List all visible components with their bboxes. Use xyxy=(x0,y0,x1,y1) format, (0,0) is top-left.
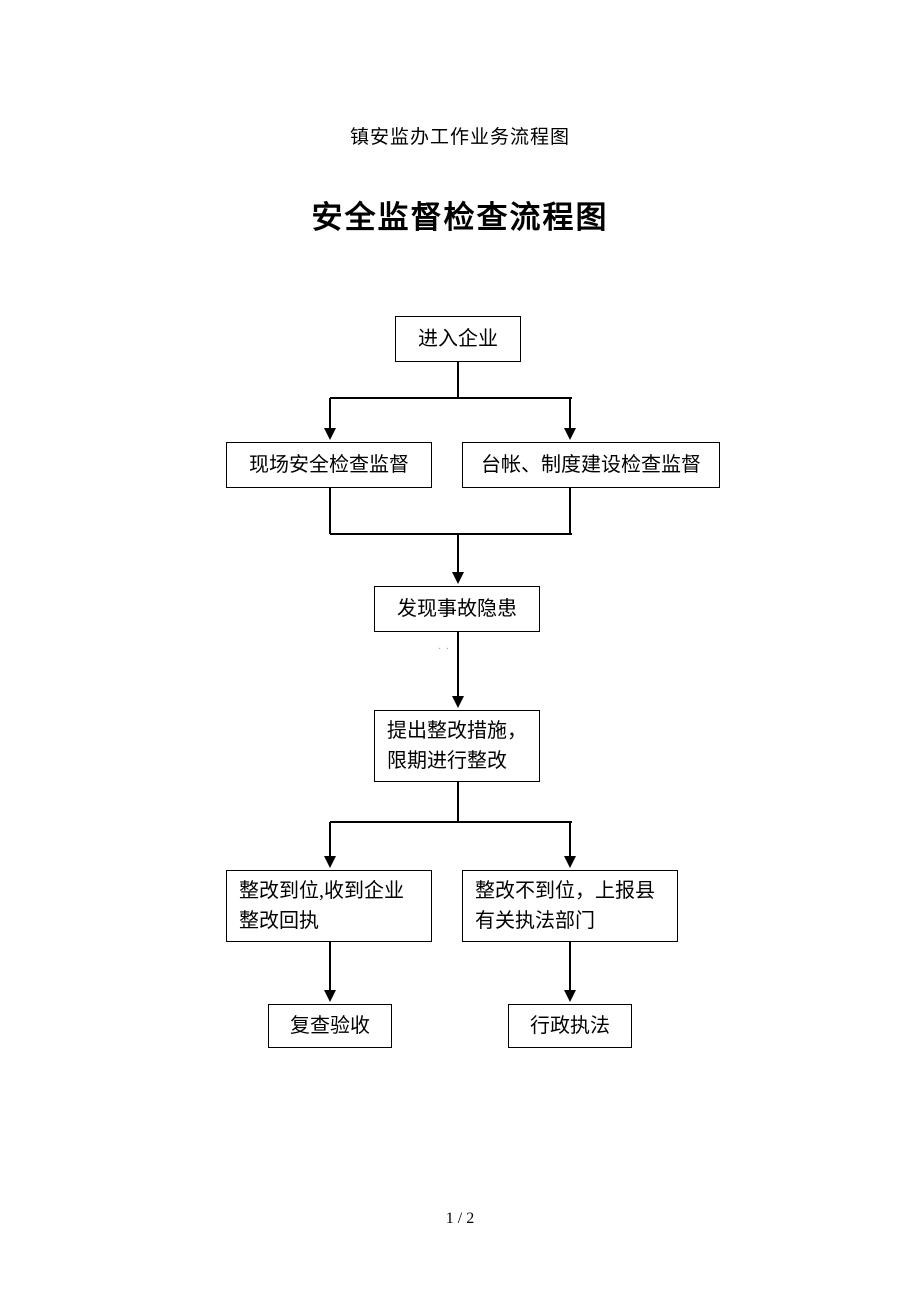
arrowhead-icon xyxy=(324,428,336,440)
flow-node-n8: 复查验收 xyxy=(268,1004,392,1048)
flow-edge xyxy=(330,533,572,535)
arrowhead-icon xyxy=(564,428,576,440)
flow-node-n2: 现场安全检查监督 xyxy=(226,442,432,488)
page-number: 1 / 2 xyxy=(446,1210,474,1228)
flow-edge xyxy=(569,942,571,992)
watermark: · · xyxy=(438,644,450,655)
flow-edge xyxy=(329,822,331,858)
arrowhead-icon xyxy=(452,572,464,584)
arrowhead-icon xyxy=(324,856,336,868)
flow-edge xyxy=(569,822,571,858)
flow-edge xyxy=(457,782,459,822)
flow-node-n6: 整改到位,收到企业整改回执 xyxy=(226,870,432,942)
arrowhead-icon xyxy=(452,696,464,708)
flow-node-n7: 整改不到位，上报县有关执法部门 xyxy=(462,870,678,942)
flow-edge xyxy=(457,632,459,698)
flow-edge xyxy=(329,942,331,992)
flow-node-n3: 台帐、制度建设检查监督 xyxy=(462,442,720,488)
flow-edge xyxy=(457,534,459,574)
flow-node-n1: 进入企业 xyxy=(395,316,521,362)
flow-edge xyxy=(329,398,331,430)
flow-node-n5: 提出整改措施，限期进行整改 xyxy=(374,710,540,782)
flow-edge xyxy=(457,362,459,398)
flow-edge xyxy=(329,488,331,534)
flow-edge xyxy=(330,821,572,823)
flow-node-n9: 行政执法 xyxy=(508,1004,632,1048)
arrowhead-icon xyxy=(564,856,576,868)
flow-edge xyxy=(569,488,571,534)
flow-edge xyxy=(330,397,572,399)
arrowhead-icon xyxy=(324,990,336,1002)
flow-node-n4: 发现事故隐患 xyxy=(374,586,540,632)
doc-subtitle: 镇安监办工作业务流程图 xyxy=(350,122,570,149)
flow-edge xyxy=(569,398,571,430)
arrowhead-icon xyxy=(564,990,576,1002)
doc-title: 安全监督检查流程图 xyxy=(312,192,609,237)
